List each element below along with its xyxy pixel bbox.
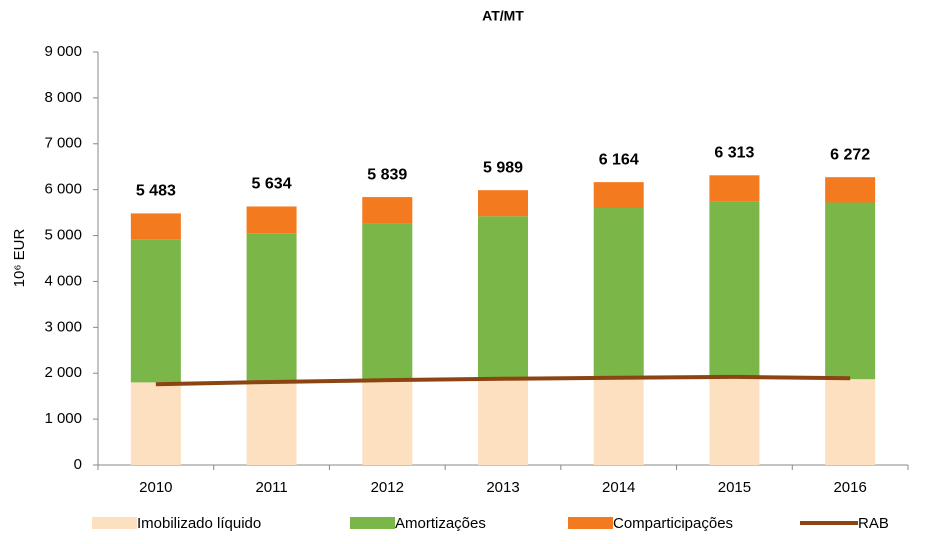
chart-title: AT/MT	[482, 8, 524, 24]
bar-segment	[130, 382, 181, 465]
total-label: 5 483	[136, 183, 176, 200]
x-tick-label: 2011	[255, 479, 287, 496]
x-tick-label: 2016	[833, 479, 866, 496]
x-tick-label: 2015	[718, 479, 751, 496]
bar-segment	[478, 190, 528, 217]
y-tick-label: 6 000	[44, 181, 82, 198]
bar-segment	[130, 239, 181, 383]
x-tick-label: 2014	[602, 479, 635, 496]
bar-segment	[478, 216, 528, 378]
y-tick-label: 1 000	[44, 410, 82, 427]
total-label: 5 634	[252, 176, 292, 193]
y-tick-label: 3 000	[44, 318, 82, 335]
legend-label: RAB	[858, 515, 889, 532]
total-label: 6 313	[714, 145, 754, 162]
x-tick-label: 2010	[139, 479, 172, 496]
bar-segment	[362, 197, 413, 224]
legend-swatch	[568, 517, 613, 529]
legend-label: Amortizações	[395, 515, 486, 532]
y-tick-label: 7 000	[44, 135, 82, 152]
bar-segment	[825, 202, 876, 380]
bar-segment	[709, 376, 760, 465]
y-axis-label: 10⁶ EUR	[11, 228, 28, 287]
bar-segment	[130, 213, 181, 240]
bar-segment	[246, 381, 297, 465]
bar-segment	[593, 376, 644, 465]
y-tick-label: 8 000	[44, 89, 82, 106]
y-tick-label: 4 000	[44, 272, 82, 289]
line	[155, 374, 851, 387]
y-tick-label: 2 000	[44, 364, 82, 381]
bar-segment	[246, 206, 297, 234]
x-tick-label: 2012	[371, 479, 404, 496]
bar-segment	[593, 182, 644, 209]
y-tick-label: 5 000	[44, 227, 82, 244]
bar-segment	[709, 201, 760, 377]
legend-swatch	[92, 517, 137, 529]
legend-swatch	[350, 517, 395, 529]
y-tick-label: 9 000	[44, 43, 82, 60]
legend-label: Imobilizado líquido	[137, 515, 261, 532]
total-label: 6 272	[830, 146, 870, 163]
total-label: 5 839	[367, 166, 407, 183]
legend-label: Comparticipações	[613, 515, 733, 532]
bar-segment	[362, 223, 413, 380]
x-tick-label: 2013	[486, 479, 519, 496]
total-label: 5 989	[483, 159, 523, 176]
bar-segment	[478, 377, 528, 465]
bar-segment	[246, 233, 297, 382]
bar-segment	[825, 177, 876, 203]
bar-segment	[362, 379, 413, 465]
y-tick-label: 0	[74, 456, 82, 473]
total-label: 6 164	[599, 151, 639, 168]
bar-segment	[593, 208, 644, 377]
bar-segment	[709, 175, 760, 202]
bar-segment	[825, 379, 876, 465]
